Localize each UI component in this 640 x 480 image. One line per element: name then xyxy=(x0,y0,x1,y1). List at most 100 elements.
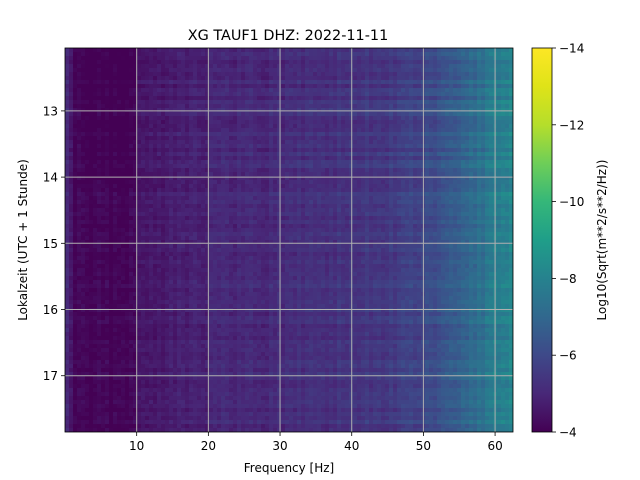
spectrogram-cell xyxy=(121,60,126,65)
spectrogram-cell xyxy=(225,72,230,77)
spectrogram-cell xyxy=(309,184,314,189)
spectrogram-cell xyxy=(85,68,90,73)
spectrogram-cell xyxy=(177,64,182,69)
spectrogram-cell xyxy=(65,184,70,189)
spectrogram-cell xyxy=(445,156,450,161)
spectrogram-cell xyxy=(277,180,282,185)
spectrogram-cell xyxy=(385,108,390,113)
spectrogram-cell xyxy=(101,216,106,221)
spectrogram-cell xyxy=(377,88,382,93)
spectrogram-cell xyxy=(329,136,334,141)
spectrogram-cell xyxy=(189,196,194,201)
spectrogram-cell xyxy=(125,84,130,89)
spectrogram-cell xyxy=(189,56,194,61)
spectrogram-cell xyxy=(145,48,150,53)
spectrogram-cell xyxy=(353,104,358,109)
spectrogram-cell xyxy=(177,104,182,109)
spectrogram-cell xyxy=(181,52,186,57)
spectrogram-cell xyxy=(289,84,294,89)
spectrogram-cell xyxy=(293,68,298,73)
spectrogram-cell xyxy=(297,96,302,101)
spectrogram-cell xyxy=(153,124,158,129)
spectrogram-cell xyxy=(225,124,230,129)
spectrogram-cell xyxy=(449,56,454,61)
spectrogram-cell xyxy=(153,48,158,53)
spectrogram-cell xyxy=(317,172,322,177)
spectrogram-cell xyxy=(437,176,442,181)
spectrogram-cell xyxy=(317,52,322,57)
spectrogram-cell xyxy=(153,128,158,133)
spectrogram-cell xyxy=(157,60,162,65)
spectrogram-cell xyxy=(117,184,122,189)
spectrogram-cell xyxy=(405,116,410,121)
spectrogram-cell xyxy=(469,168,474,173)
spectrogram-cell xyxy=(397,60,402,65)
spectrogram-cell xyxy=(333,48,338,53)
spectrogram-cell xyxy=(65,124,70,129)
spectrogram-cell xyxy=(465,68,470,73)
spectrogram-cell xyxy=(241,188,246,193)
spectrogram-cell xyxy=(401,216,406,221)
spectrogram-cell xyxy=(453,156,458,161)
spectrogram-cell xyxy=(169,184,174,189)
spectrogram-cell xyxy=(145,56,150,61)
spectrogram-cell xyxy=(357,116,362,121)
spectrogram-cell xyxy=(445,148,450,153)
spectrogram-cell xyxy=(361,136,366,141)
spectrogram-cell xyxy=(193,212,198,217)
spectrogram-cell xyxy=(497,64,502,69)
spectrogram-cell xyxy=(173,140,178,145)
spectrogram-cell xyxy=(385,104,390,109)
spectrogram-cell xyxy=(65,88,70,93)
spectrogram-cell xyxy=(425,136,430,141)
spectrogram-cell xyxy=(505,196,510,201)
spectrogram-cell xyxy=(437,128,442,133)
spectrogram-cell xyxy=(485,128,490,133)
spectrogram-cell xyxy=(109,104,114,109)
spectrogram-cell xyxy=(265,172,270,177)
spectrogram-cell xyxy=(297,88,302,93)
spectrogram-cell xyxy=(77,132,82,137)
spectrogram-cell xyxy=(413,144,418,149)
spectrogram-cell xyxy=(337,72,342,77)
spectrogram-cell xyxy=(353,184,358,189)
spectrogram-cell xyxy=(69,156,74,161)
spectrogram-cell xyxy=(189,100,194,105)
spectrogram-cell xyxy=(97,68,102,73)
spectrogram-cell xyxy=(201,152,206,157)
spectrogram-cell xyxy=(461,136,466,141)
spectrogram-cell xyxy=(109,116,114,121)
spectrogram-cell xyxy=(169,224,174,229)
spectrogram-cell xyxy=(373,196,378,201)
spectrogram-cell xyxy=(325,160,330,165)
spectrogram-cell xyxy=(333,108,338,113)
spectrogram-cell xyxy=(257,100,262,105)
spectrogram-cell xyxy=(321,76,326,81)
spectrogram-cell xyxy=(317,152,322,157)
spectrogram-cell xyxy=(141,100,146,105)
spectrogram-cell xyxy=(229,120,234,125)
spectrogram-cell xyxy=(345,156,350,161)
spectrogram-cell xyxy=(413,188,418,193)
spectrogram-cell xyxy=(237,68,242,73)
spectrogram-cell xyxy=(365,140,370,145)
spectrogram-cell xyxy=(73,208,78,213)
spectrogram-cell xyxy=(165,212,170,217)
spectrogram-cell xyxy=(433,92,438,97)
spectrogram-cell xyxy=(397,56,402,61)
spectrogram-cell xyxy=(445,184,450,189)
spectrogram-cell xyxy=(377,208,382,213)
spectrogram-cell xyxy=(93,156,98,161)
spectrogram-cell xyxy=(177,76,182,81)
spectrogram-cell xyxy=(261,88,266,93)
spectrogram-cell xyxy=(89,60,94,65)
spectrogram-cell xyxy=(105,100,110,105)
spectrogram-cell xyxy=(409,96,414,101)
spectrogram-cell xyxy=(509,176,513,181)
spectrogram-cell xyxy=(177,172,182,177)
spectrogram-cell xyxy=(201,48,206,53)
spectrogram-cell xyxy=(385,164,390,169)
spectrogram-cell xyxy=(229,76,234,81)
spectrogram-cell xyxy=(265,112,270,117)
spectrogram-cell xyxy=(433,220,438,225)
